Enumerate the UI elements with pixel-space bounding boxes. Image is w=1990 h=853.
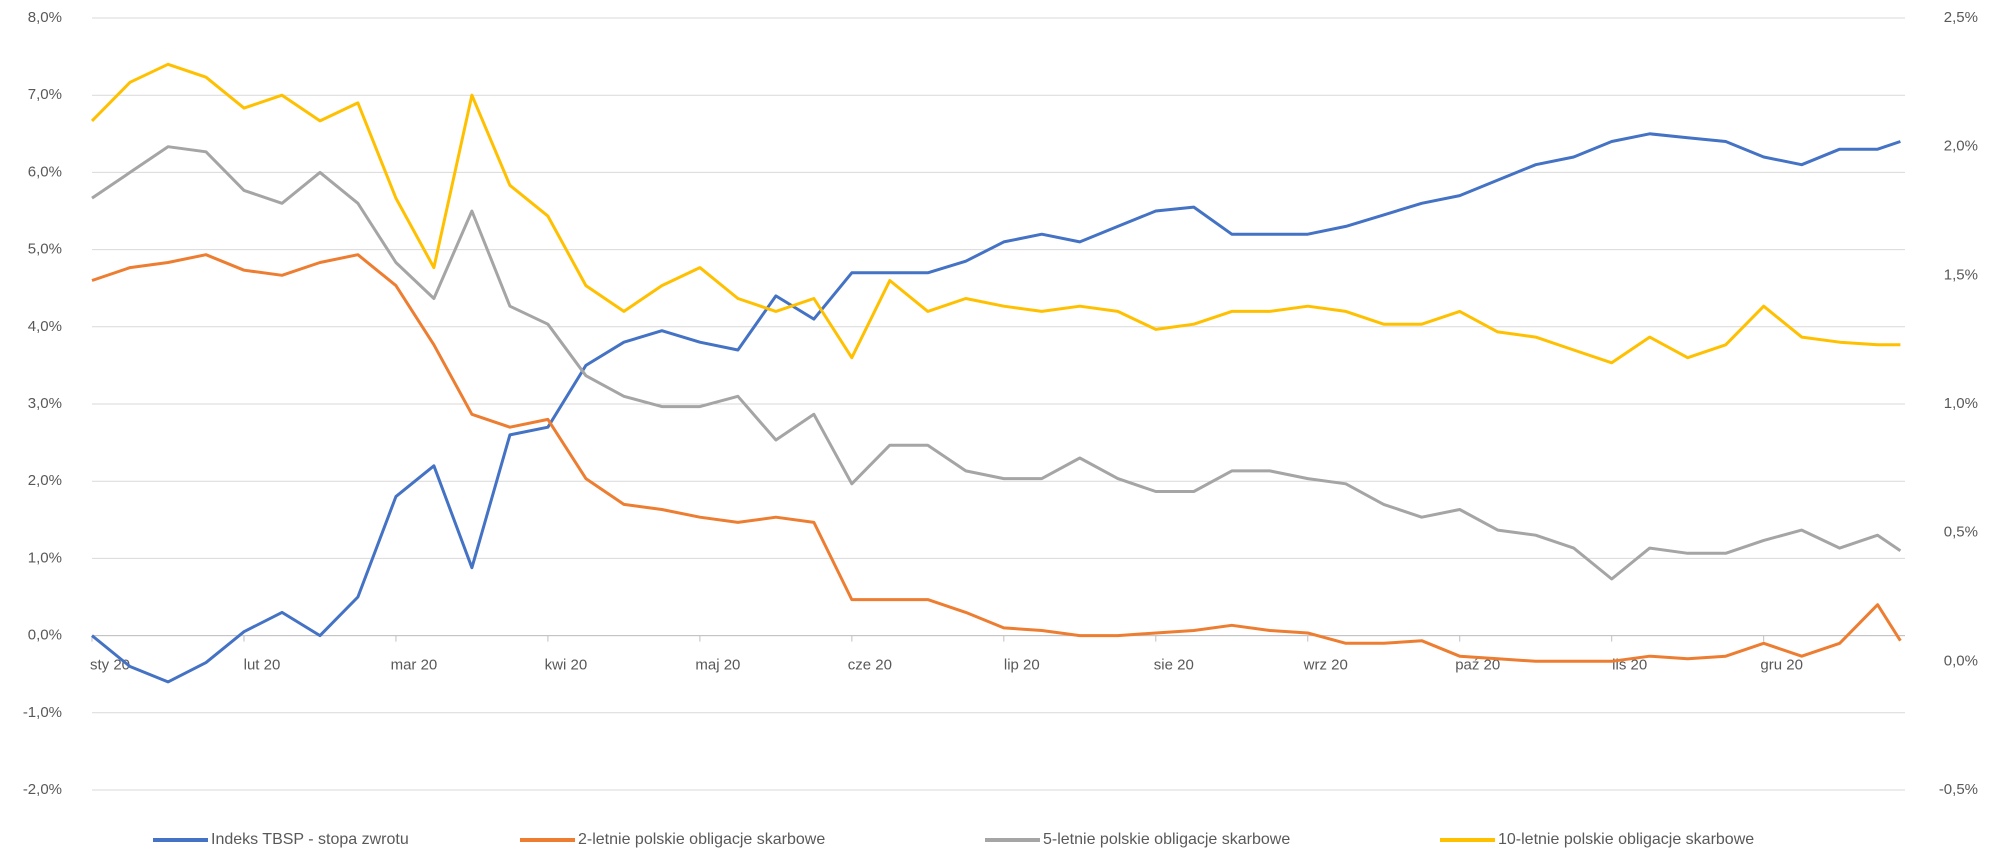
x-tick-label: gru 20 [1760, 657, 1803, 674]
y-tick-label: 8,0% [28, 9, 62, 26]
x-tick-label: sie 20 [1154, 657, 1194, 674]
legend-label: Indeks TBSP - stopa zwrotu [211, 831, 409, 848]
series-line [91, 253, 1902, 663]
y-tick-label: 5,0% [28, 241, 62, 258]
y2-tick-label: 1,0% [1944, 395, 1978, 412]
x-tick-label: maj 20 [695, 657, 740, 674]
x-tick-label: wrz 20 [1303, 657, 1348, 674]
y-tick-label: 7,0% [28, 86, 62, 103]
y2-tick-label: 2,5% [1944, 9, 1978, 26]
series-line [91, 145, 1902, 581]
x-tick-label: mar 20 [391, 657, 438, 674]
y2-tick-label: 0,5% [1944, 524, 1978, 541]
x-tick-label: cze 20 [848, 657, 892, 674]
y-tick-label: 3,0% [28, 395, 62, 412]
y-tick-label: 1,0% [28, 549, 62, 566]
y-tick-label: -2,0% [23, 781, 62, 798]
y2-tick-label: 1,5% [1944, 266, 1978, 283]
x-tick-label: paź 20 [1455, 657, 1500, 674]
legend: Indeks TBSP - stopa zwrotu 2-letnie polsk… [153, 831, 1754, 848]
y-tick-label: -1,0% [23, 704, 62, 721]
series-line [90, 62, 1901, 365]
legend-label: 2-letnie polskie obligacje skarbowe [578, 831, 825, 848]
legend-label: 10-letnie polskie obligacje skarbowe [1498, 831, 1754, 848]
y-tick-label: 2,0% [28, 472, 62, 489]
y2-tick-label: -0,5% [1939, 781, 1978, 798]
y2-tick-label: 2,0% [1944, 138, 1978, 155]
y-tick-label: 0,0% [28, 627, 62, 644]
x-tick-label: lip 20 [1004, 657, 1040, 674]
x-tick-label: kwi 20 [545, 657, 588, 674]
y-tick-label: 6,0% [28, 163, 62, 180]
x-tick-label: lut 20 [244, 657, 281, 674]
series-line [91, 132, 1901, 684]
legend-label: 5-letnie polskie obligacje skarbowe [1043, 831, 1290, 848]
x-tick-label: sty 20 [90, 657, 130, 674]
y2-tick-label: 0,0% [1944, 652, 1978, 669]
y-tick-label: 4,0% [28, 318, 62, 335]
